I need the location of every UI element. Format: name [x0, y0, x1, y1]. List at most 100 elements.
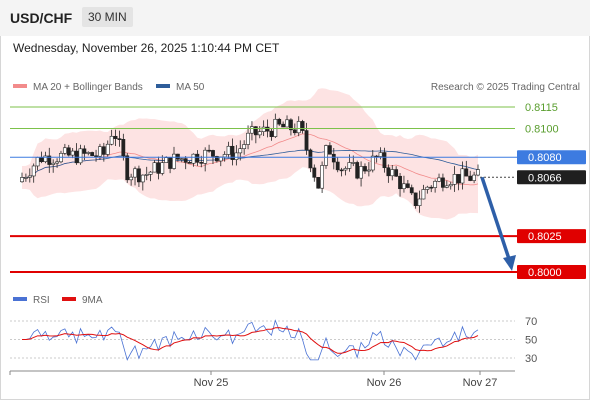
rsi-tick-label: 70 [525, 316, 537, 328]
candle [70, 148, 75, 159]
candle [382, 147, 387, 173]
candle [456, 174, 461, 191]
rsi-legend-swatch [13, 297, 27, 301]
candle [417, 190, 422, 213]
candle [51, 159, 56, 173]
symbol-label: USD/CHF [10, 10, 73, 26]
candle [129, 173, 134, 186]
rsi-ma-legend-label: 9MA [82, 295, 103, 306]
candle [468, 170, 473, 182]
support-label: 0.8025 [528, 231, 562, 243]
ma20-legend-label: MA 20 + Bollinger Bands [33, 82, 143, 93]
candle [355, 160, 360, 180]
candle [444, 180, 449, 189]
candle [156, 156, 161, 180]
pivot-label: 0.8080 [528, 152, 562, 164]
candle [140, 174, 145, 191]
rsi-ma-legend-swatch [62, 297, 76, 301]
candle [441, 173, 445, 192]
candle [113, 129, 118, 147]
candle [20, 172, 24, 183]
candle [335, 157, 340, 173]
candle [327, 142, 332, 155]
candle [405, 179, 410, 189]
rsi-legend: RSI 9MA [13, 295, 103, 306]
pivot-tag [517, 150, 586, 165]
candle [101, 142, 106, 162]
rsi-line [21, 319, 479, 361]
rsi-panel: 70 50 30 [10, 316, 537, 365]
candle [191, 153, 196, 167]
candle [320, 161, 325, 193]
candle [234, 145, 239, 166]
candle [476, 164, 480, 177]
candle [390, 165, 395, 181]
candle [273, 113, 278, 138]
time-axis-label: Nov 26 [367, 377, 402, 389]
candle [86, 151, 91, 156]
candle [207, 144, 211, 153]
ma50-legend-swatch [156, 84, 170, 88]
time-axis-label: Nov 25 [194, 377, 229, 389]
resistance-label: 0.8100 [525, 124, 559, 136]
candle [125, 152, 130, 183]
last-price-label: 0.8066 [528, 172, 562, 184]
time-axis: Nov 25 Nov 26 Nov 27 [9, 370, 515, 389]
candle [78, 144, 83, 165]
candle [277, 117, 282, 126]
candle [425, 185, 430, 194]
candle [460, 161, 465, 190]
candle [23, 173, 28, 182]
timeframe-button[interactable]: 30 MIN [82, 7, 133, 27]
candle [285, 115, 289, 128]
candle [246, 125, 250, 150]
ma50-legend-label: MA 50 [176, 82, 205, 93]
candle [398, 172, 402, 197]
forecast-arrow-head [503, 255, 516, 271]
candle [308, 148, 313, 173]
candle [394, 166, 399, 177]
support-tag [517, 229, 586, 244]
time-axis-label: Nov 27 [463, 377, 498, 389]
candle [448, 181, 453, 190]
candle [121, 133, 126, 161]
candle [230, 138, 235, 166]
candle [137, 165, 141, 187]
candle [199, 155, 204, 168]
candle [179, 158, 184, 163]
candle [339, 167, 344, 177]
last-price-tag [517, 170, 586, 185]
candle [386, 164, 391, 183]
rsi-ma-line [21, 327, 479, 354]
candle [366, 162, 371, 177]
candle [312, 164, 317, 182]
forecast-arrow-line [480, 176, 512, 263]
candle [464, 160, 469, 177]
candle [133, 166, 137, 186]
support-label: 0.8000 [528, 267, 562, 279]
candle [250, 121, 254, 141]
candle [242, 140, 247, 155]
candle [296, 116, 301, 137]
candle [172, 146, 176, 170]
candle [292, 123, 297, 136]
candle [316, 177, 321, 189]
candle [62, 143, 67, 156]
candle [183, 156, 188, 170]
credit-label: Research © 2025 Trading Central [431, 82, 580, 93]
candle [226, 141, 231, 159]
candle [359, 161, 363, 187]
candle [437, 173, 441, 183]
date-time-label: Wednesday, November 26, 2025 1:10:44 PM … [13, 41, 280, 55]
ma20-line [21, 133, 479, 186]
candle [55, 158, 59, 168]
candle [421, 184, 426, 200]
candle [331, 147, 336, 170]
candle [269, 127, 274, 141]
candle [452, 166, 457, 192]
legend: MA 20 + Bollinger Bands MA 50 Research ©… [13, 82, 580, 93]
candle [66, 144, 71, 157]
ma20-legend-swatch [13, 84, 27, 88]
candle [105, 140, 110, 157]
